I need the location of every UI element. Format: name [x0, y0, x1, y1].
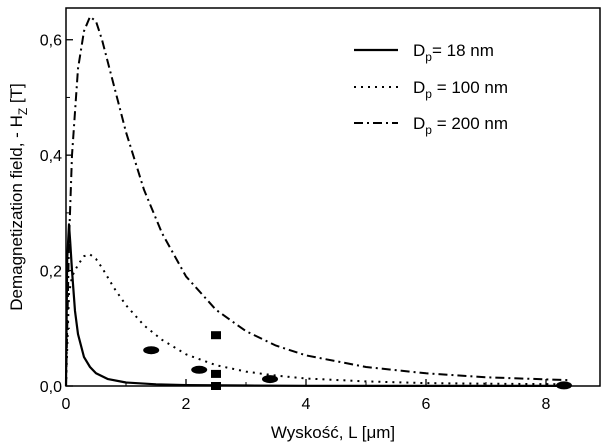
- x-axis-title: Wyskość, L [μm]: [271, 423, 395, 442]
- series-line-d18: [64, 223, 570, 387]
- x-tick-label-3: 6: [422, 396, 431, 413]
- marker-ellipse-6: [556, 381, 572, 390]
- marker-square-1: [211, 369, 221, 378]
- marker-square-0: [211, 331, 221, 340]
- marker-ellipse-5: [262, 375, 278, 384]
- marker-ellipse-3: [143, 346, 160, 355]
- series-lines: [64, 15, 571, 387]
- plot-frame: [65, 7, 601, 387]
- x-tick-label-0: 0: [62, 396, 71, 413]
- legend-label-d200: Dp = 200 nm: [413, 114, 508, 137]
- y-tick-label-3: 0,6: [40, 33, 62, 50]
- x-tick-label-1: 2: [182, 396, 191, 413]
- y-axis-title: Demagnetization field, - HZ [T]: [7, 83, 30, 311]
- marker-ellipse-4: [191, 365, 208, 374]
- point-markers: [143, 331, 572, 390]
- series-line-d100: [65, 253, 571, 387]
- legend-label-d18: Dp= 18 nm: [413, 41, 494, 64]
- legend: Dp= 18 nm Dp = 100 nm Dp = 200 nm: [354, 41, 508, 137]
- series-line-d200: [65, 15, 571, 387]
- x-tick-label-2: 4: [302, 396, 311, 413]
- marker-square-2: [211, 382, 221, 390]
- y-axis-ticks: 0,0 0,2 0,4 0,6: [40, 33, 73, 396]
- y-tick-label-2: 0,4: [40, 148, 62, 165]
- x-axis-ticks: 0 2 4 6 8: [62, 379, 551, 413]
- legend-label-d100: Dp = 100 nm: [413, 78, 508, 101]
- x-tick-label-4: 8: [542, 396, 551, 413]
- y-tick-label-0: 0,0: [40, 379, 62, 396]
- y-tick-label-1: 0,2: [40, 264, 62, 281]
